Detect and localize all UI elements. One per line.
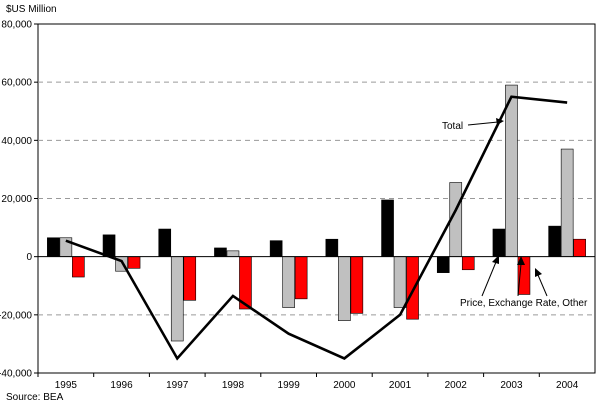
bar: [406, 256, 419, 320]
bar: [72, 256, 85, 278]
bar: [325, 238, 339, 257]
y-tick-label: 60,000: [1, 78, 32, 89]
bar: [214, 247, 227, 257]
bar: [282, 256, 295, 308]
total-annotation-label: Total: [442, 121, 463, 132]
y-tick-label: -20,000: [0, 310, 32, 321]
bar: [393, 256, 407, 308]
red-arrowhead-2: [517, 256, 525, 265]
bar: [338, 256, 351, 321]
red-arrow-1: [481, 261, 497, 297]
red-arrow-2: [517, 263, 522, 297]
x-tick-label: 2000: [333, 380, 356, 391]
bar: [102, 234, 116, 257]
total-line: [65, 95, 568, 361]
bar: [505, 84, 518, 257]
x-axis: 1995 1996 1997 1998 1999 2000 2001 2002 2003 2004: [37, 373, 579, 391]
bar: [47, 237, 60, 257]
total-annotation-arrow: [467, 121, 499, 126]
total-annotation: Total: [442, 118, 504, 132]
bar: [436, 256, 450, 273]
bar: [226, 250, 240, 257]
bar: [294, 256, 308, 300]
bar: [381, 199, 394, 257]
red-annotation-label: Price, Exchange Rate, Other: [460, 298, 588, 309]
x-tick-label: 2001: [389, 380, 412, 391]
y-axis-title: $US Million: [6, 4, 57, 15]
x-tick-label: 1996: [110, 380, 133, 391]
bar: [183, 256, 197, 301]
y-tick-label: 40,000: [1, 136, 32, 147]
bar: [548, 225, 561, 257]
bar: [127, 256, 141, 269]
bar: [269, 240, 283, 257]
red-arrowhead-1: [492, 255, 499, 264]
grid: [38, 81, 595, 316]
y-tick-label: 0: [26, 252, 32, 263]
bar: [461, 256, 475, 271]
bar: [573, 238, 586, 257]
bar: [170, 256, 184, 342]
y-axis: -40,000 -20,000 0 20,000 40,000 60,000 80,000: [0, 20, 38, 380]
source-note: Source: BEA: [6, 392, 64, 403]
x-tick-label: 1997: [166, 380, 189, 391]
x-tick-label: 2004: [556, 380, 579, 391]
bar: [59, 237, 73, 257]
x-tick-label: 2002: [445, 380, 468, 391]
total-annotation-arrowhead: [496, 118, 504, 125]
red-annotation: Price, Exchange Rate, Other: [460, 255, 588, 309]
y-tick-label: 80,000: [1, 20, 32, 31]
bar: [560, 148, 574, 257]
bar: [350, 256, 364, 314]
red-arrow-3: [537, 274, 548, 297]
bars: [47, 84, 586, 342]
x-tick-label: 2003: [500, 380, 523, 391]
bar: [492, 228, 506, 257]
y-tick-label: 20,000: [1, 194, 32, 205]
y-tick-label: -40,000: [0, 369, 32, 380]
bar: [158, 228, 172, 257]
x-tick-label: 1995: [55, 380, 78, 391]
x-tick-label: 1999: [278, 380, 301, 391]
x-tick-label: 1998: [222, 380, 245, 391]
red-arrowhead-3: [535, 268, 542, 277]
